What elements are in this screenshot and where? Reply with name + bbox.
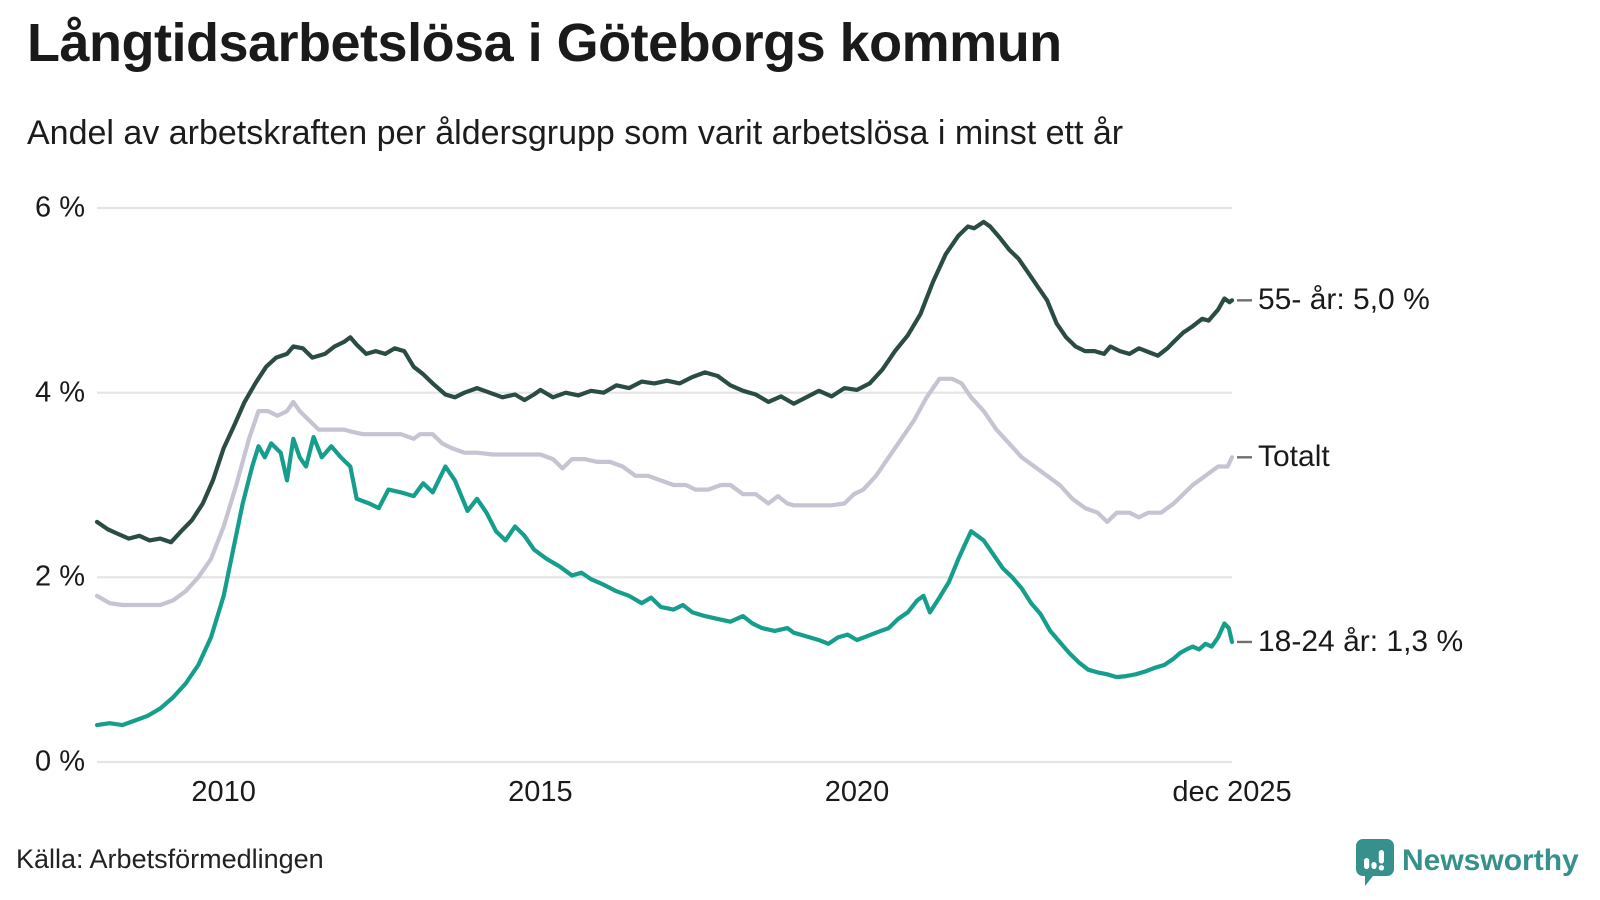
- series-line-total: [94, 376, 1235, 608]
- y-tick-label: 2 %: [35, 560, 85, 593]
- x-tick-label: dec 2025: [1172, 776, 1292, 808]
- source-note: Källa: Arbetsförmedlingen: [16, 844, 324, 874]
- series-line-age55: [94, 219, 1235, 545]
- newsworthy-logo: Newsworthy: [1354, 838, 1579, 893]
- y-tick-label: 6 %: [35, 191, 85, 224]
- x-tick-label: 2015: [508, 776, 573, 808]
- series-line-age1824: [94, 434, 1235, 728]
- series-label-totalt: Totalt: [1258, 440, 1330, 474]
- y-tick-label: 4 %: [35, 376, 85, 409]
- newsworthy-speech-bubble-chart-icon: [1354, 838, 1396, 893]
- series-label-55-ar: 55- år: 5,0 %: [1258, 283, 1430, 317]
- newsworthy-wordmark: Newsworthy: [1402, 844, 1579, 877]
- page-title: Långtidsarbetslösa i Göteborgs kommun: [27, 13, 1062, 73]
- series-label-18-24-ar: 18-24 år: 1,3 %: [1258, 624, 1464, 658]
- x-tick-label: 2020: [824, 776, 890, 808]
- chart-subtitle: Andel av arbetskraften per åldersgrupp s…: [27, 114, 1124, 152]
- y-tick-label: 0 %: [35, 745, 85, 778]
- x-tick-label: 2010: [191, 776, 256, 808]
